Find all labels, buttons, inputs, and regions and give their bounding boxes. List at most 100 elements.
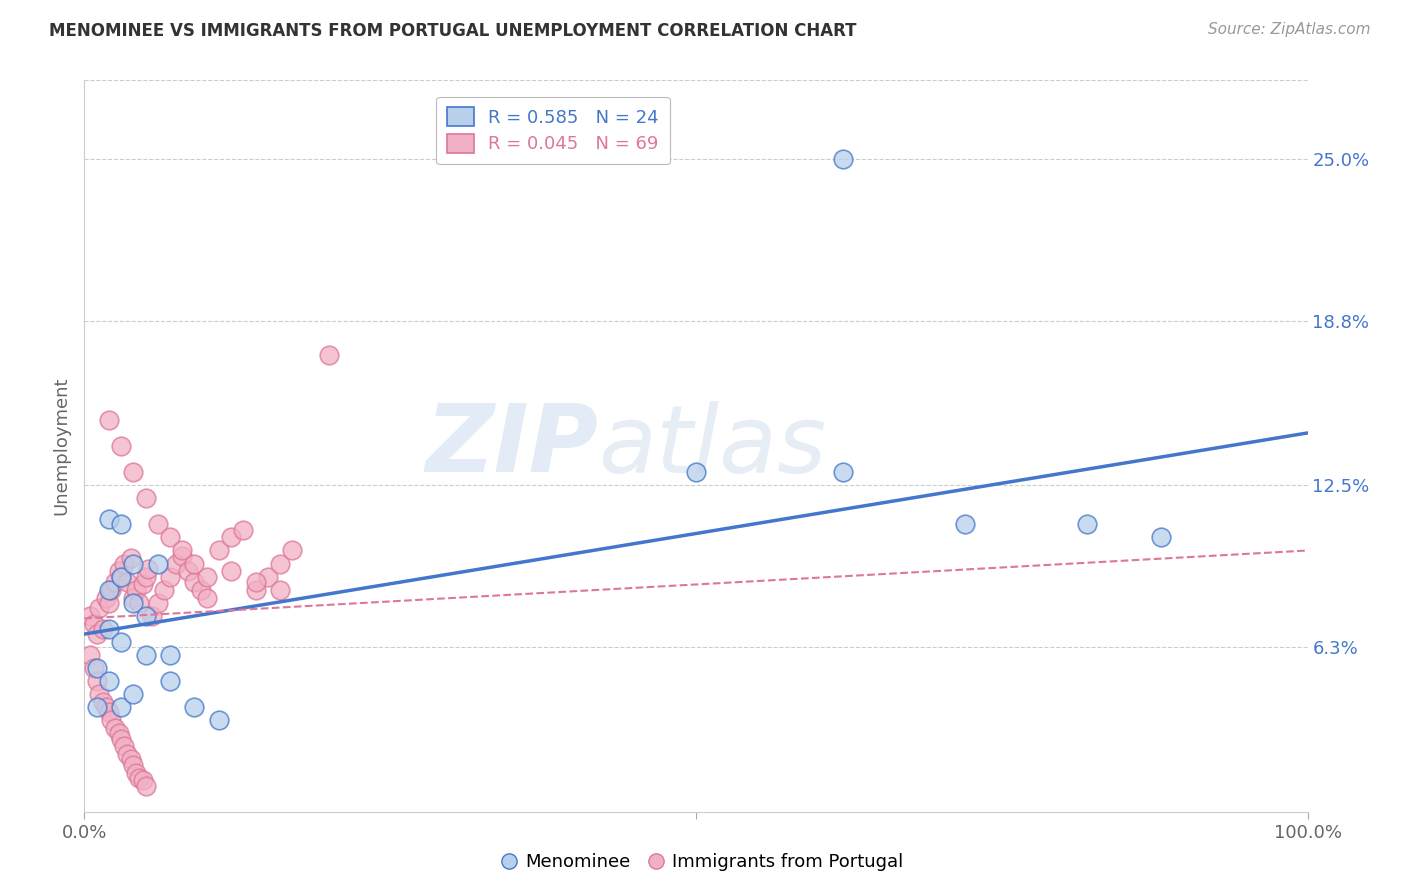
Y-axis label: Unemployment: Unemployment <box>52 376 70 516</box>
Point <box>159 569 181 583</box>
Point <box>232 523 254 537</box>
Point <box>110 439 132 453</box>
Point <box>79 608 101 623</box>
Point <box>281 543 304 558</box>
Point <box>110 569 132 583</box>
Point <box>318 348 340 362</box>
Legend: R = 0.585   N = 24, R = 0.045   N = 69: R = 0.585 N = 24, R = 0.045 N = 69 <box>436 96 669 164</box>
Point <box>219 565 242 579</box>
Point <box>172 549 194 563</box>
Point <box>135 608 157 623</box>
Point <box>208 714 231 728</box>
Point <box>115 747 138 762</box>
Point <box>79 648 101 662</box>
Point <box>107 726 129 740</box>
Point <box>141 608 163 623</box>
Point <box>107 565 129 579</box>
Text: Source: ZipAtlas.com: Source: ZipAtlas.com <box>1208 22 1371 37</box>
Point <box>120 752 142 766</box>
Point <box>159 648 181 662</box>
Point <box>831 152 853 166</box>
Point <box>177 565 200 579</box>
Point <box>122 687 145 701</box>
Point <box>128 596 150 610</box>
Point <box>153 582 176 597</box>
Point <box>96 700 118 714</box>
Point <box>86 661 108 675</box>
Point <box>97 622 120 636</box>
Point <box>135 779 157 793</box>
Point <box>136 562 159 576</box>
Point <box>165 557 187 571</box>
Point <box>91 622 114 636</box>
Point <box>97 706 120 720</box>
Text: atlas: atlas <box>598 401 827 491</box>
Point <box>125 765 148 780</box>
Point <box>100 582 122 597</box>
Point <box>83 616 105 631</box>
Point <box>96 591 118 605</box>
Point <box>86 674 108 689</box>
Point <box>86 700 108 714</box>
Point <box>122 757 145 772</box>
Point <box>195 569 218 583</box>
Point <box>159 530 181 544</box>
Point <box>91 695 114 709</box>
Legend: Menominee, Immigrants from Portugal: Menominee, Immigrants from Portugal <box>495 847 911 879</box>
Point <box>97 596 120 610</box>
Point <box>135 491 157 506</box>
Point <box>208 543 231 558</box>
Point <box>135 648 157 662</box>
Point <box>183 574 205 589</box>
Point <box>195 591 218 605</box>
Point <box>953 517 976 532</box>
Point <box>125 582 148 597</box>
Point <box>1076 517 1098 532</box>
Point <box>120 551 142 566</box>
Point <box>219 530 242 544</box>
Point <box>685 465 707 479</box>
Point <box>146 557 169 571</box>
Point <box>97 413 120 427</box>
Point <box>183 557 205 571</box>
Point <box>172 543 194 558</box>
Point <box>269 582 291 597</box>
Point <box>104 721 127 735</box>
Point <box>110 569 132 583</box>
Point <box>132 577 155 591</box>
Point <box>132 773 155 788</box>
Point <box>100 714 122 728</box>
Point <box>112 739 135 754</box>
Text: MENOMINEE VS IMMIGRANTS FROM PORTUGAL UNEMPLOYMENT CORRELATION CHART: MENOMINEE VS IMMIGRANTS FROM PORTUGAL UN… <box>49 22 856 40</box>
Point <box>245 574 267 589</box>
Point <box>122 591 145 605</box>
Point <box>110 517 132 532</box>
Point <box>110 731 132 746</box>
Point <box>146 596 169 610</box>
Point <box>97 674 120 689</box>
Text: ZIP: ZIP <box>425 400 598 492</box>
Point <box>110 635 132 649</box>
Point <box>190 582 212 597</box>
Point <box>257 569 280 583</box>
Point <box>831 465 853 479</box>
Point <box>104 574 127 589</box>
Point <box>115 574 138 589</box>
Point <box>97 512 120 526</box>
Point <box>269 557 291 571</box>
Point <box>122 596 145 610</box>
Point <box>135 569 157 583</box>
Point <box>159 674 181 689</box>
Point <box>87 687 110 701</box>
Point <box>112 557 135 571</box>
Point <box>146 517 169 532</box>
Point <box>183 700 205 714</box>
Point <box>122 465 145 479</box>
Point <box>87 601 110 615</box>
Point <box>1150 530 1173 544</box>
Point <box>86 627 108 641</box>
Point <box>128 771 150 785</box>
Point <box>97 582 120 597</box>
Point <box>83 661 105 675</box>
Point <box>110 700 132 714</box>
